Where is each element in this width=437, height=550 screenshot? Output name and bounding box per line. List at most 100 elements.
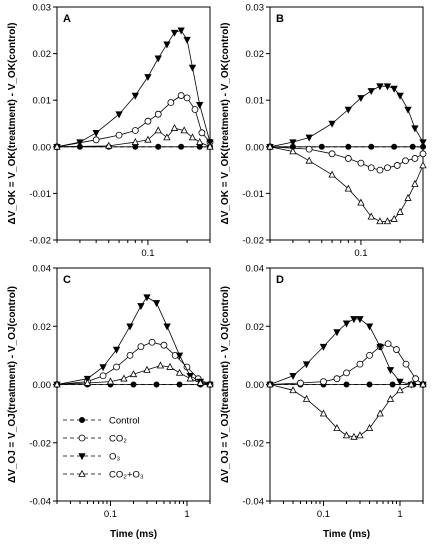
y-tick-label: -0.04 xyxy=(242,497,264,508)
y-tick-label: 0.02 xyxy=(246,322,265,333)
legend: Control CO₂ O₃ CO₂+O₃ xyxy=(63,416,144,481)
data-point-co2o3 xyxy=(154,126,162,134)
data-point-o3 xyxy=(92,130,100,137)
y-tick-label: 0.02 xyxy=(33,49,52,60)
data-point-o3 xyxy=(342,320,351,328)
data-point-co2 xyxy=(92,136,100,144)
x-tick-label: 0.1 xyxy=(354,248,367,259)
data-point-co2o3 xyxy=(383,217,392,225)
y-tick-label: 0.01 xyxy=(246,96,265,107)
y-tick-label: -0.01 xyxy=(242,189,264,200)
data-point-co2 xyxy=(384,164,391,172)
data-point-o3 xyxy=(289,372,297,380)
data-point-co2 xyxy=(356,360,364,368)
data-point-o3 xyxy=(411,125,419,133)
data-point-co2o3 xyxy=(266,380,274,388)
y-tick-label: 0.03 xyxy=(246,3,265,14)
data-point-o3 xyxy=(163,323,171,331)
data-point-co2o3 xyxy=(407,380,415,388)
y-tick-label: 0.00 xyxy=(33,142,52,153)
data-point-control xyxy=(368,143,375,150)
data-point-co2o3 xyxy=(319,409,328,417)
data-point-o3 xyxy=(137,303,145,311)
data-point-co2 xyxy=(198,129,206,137)
y-tick-label: -0.02 xyxy=(242,236,264,247)
data-point-o3 xyxy=(305,134,313,142)
data-point-control xyxy=(409,143,416,150)
x-tick-label: 0.1 xyxy=(104,509,117,520)
panel-a: 0.03 0.02 0.01 0.00 -0.01 -0.02 0.1 A ΔV_OK = V_… xyxy=(7,3,214,259)
data-point-co2o3 xyxy=(166,362,174,370)
panel-d: 0.04 0.02 0.00 -0.02 -0.04 0.1 1 D ΔV_OJ = V_OJ(… xyxy=(220,264,427,540)
data-point-control xyxy=(391,143,398,150)
data-point-o3 xyxy=(376,343,384,351)
data-point-o3 xyxy=(126,323,134,331)
plot-frame xyxy=(269,6,424,241)
data-point-control xyxy=(176,381,183,388)
data-point-co2o3 xyxy=(350,432,358,440)
data-point-o3 xyxy=(367,88,375,96)
data-point-co2o3 xyxy=(170,124,179,131)
data-point-co2o3 xyxy=(143,365,151,373)
data-point-co2o3 xyxy=(376,409,384,417)
data-point-control xyxy=(155,143,162,150)
data-point-co2 xyxy=(402,360,410,368)
data-point-co2 xyxy=(343,369,350,377)
data-point-co2o3 xyxy=(83,378,92,386)
series-line-co2 xyxy=(56,341,211,385)
data-point-co2 xyxy=(297,379,304,387)
data-point-co2 xyxy=(366,351,373,359)
data-point-co2o3 xyxy=(188,133,197,141)
data-point-co2 xyxy=(376,166,384,174)
data-point-co2o3 xyxy=(129,370,138,378)
data-point-o3 xyxy=(131,92,139,100)
data-point-co2o3 xyxy=(53,380,61,388)
y-tick-label: 0.02 xyxy=(246,49,265,60)
data-point-co2o3 xyxy=(196,137,204,145)
data-point-co2 xyxy=(411,155,419,162)
data-point-co2o3 xyxy=(419,161,427,169)
legend-label-o3: O₃ xyxy=(109,452,120,463)
data-point-o3 xyxy=(143,294,151,302)
data-point-co2 xyxy=(113,363,120,371)
data-point-co2 xyxy=(131,127,139,134)
data-point-o3 xyxy=(344,106,352,114)
data-point-co2o3 xyxy=(53,142,61,150)
legend-marker-co2 xyxy=(78,434,86,442)
y-axis-label: ΔV_OK = V_OK(treatment) - V_OK(control) xyxy=(220,23,231,225)
data-point-co2 xyxy=(333,375,341,383)
data-point-o3 xyxy=(365,323,374,331)
legend-label-co2: CO₂ xyxy=(109,434,127,445)
data-point-o3 xyxy=(112,346,121,354)
legend-marker-co2o3 xyxy=(78,469,86,477)
panel-b: 0.03 0.02 0.01 0.00 -0.01 -0.02 0.1 B ΔV_OK = V_… xyxy=(220,3,427,259)
data-point-co2 xyxy=(393,162,401,169)
legend-marker-o3 xyxy=(78,453,86,461)
data-point-co2o3 xyxy=(328,170,336,178)
data-point-co2 xyxy=(177,92,185,99)
data-point-o3 xyxy=(144,74,152,82)
data-point-o3 xyxy=(356,316,364,324)
x-axis-label: Time (ms) xyxy=(323,529,370,540)
data-point-co2o3 xyxy=(356,431,364,439)
data-point-o3 xyxy=(154,55,162,63)
data-point-control xyxy=(343,381,350,388)
data-point-control xyxy=(132,143,139,150)
x-tick-label: 1 xyxy=(184,509,189,520)
data-point-co2 xyxy=(137,343,145,351)
data-point-co2o3 xyxy=(390,214,398,222)
y-tick-label: 0.04 xyxy=(246,264,265,275)
y-axis-label: ΔV_OJ = V_OJ(treatment) - V_OJ(control) xyxy=(7,286,18,483)
series-line-co2 xyxy=(56,95,211,148)
data-point-co2o3 xyxy=(289,386,297,394)
data-point-co2o3 xyxy=(344,184,352,192)
y-tick-label: 0.03 xyxy=(33,3,52,14)
data-point-control xyxy=(178,143,185,150)
data-point-o3 xyxy=(76,139,84,147)
y-tick-label: -0.01 xyxy=(29,189,51,200)
data-point-co2o3 xyxy=(180,126,188,134)
data-point-co2o3 xyxy=(131,137,139,145)
data-point-co2o3 xyxy=(305,156,313,164)
series-line-o3 xyxy=(56,29,211,148)
data-point-o3 xyxy=(99,364,107,372)
